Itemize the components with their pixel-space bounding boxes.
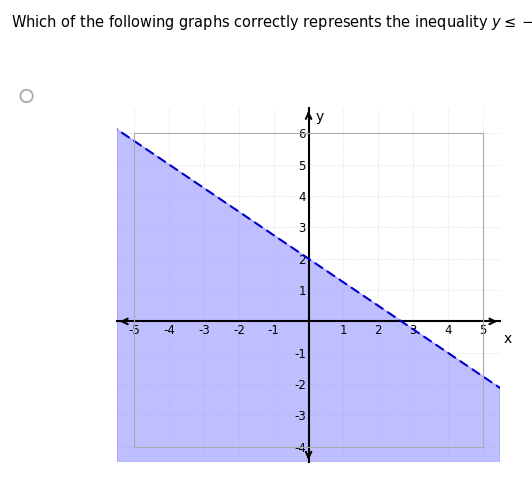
- Text: y: y: [315, 110, 324, 124]
- Bar: [135, 133, 483, 447]
- Text: x: x: [504, 333, 512, 346]
- Text: Which of the following graphs correctly represents the inequality $y \leq -\dfra: Which of the following graphs correctly …: [11, 7, 532, 40]
- Polygon shape: [117, 129, 500, 462]
